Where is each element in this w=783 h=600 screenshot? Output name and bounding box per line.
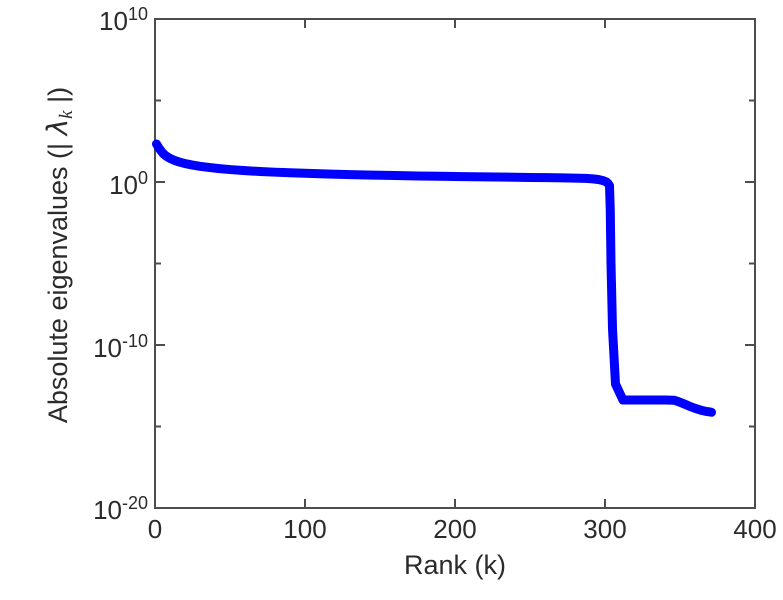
- y-tick-exponent: -10: [121, 331, 148, 351]
- axes-box: [154, 18, 756, 509]
- y-tick-label-1e0: 100: [109, 168, 148, 200]
- y-tick-label-1e-20: 10-20: [93, 493, 148, 525]
- x-axis-title: Rank (k): [403, 550, 506, 580]
- x-tick-label-300: 300: [583, 514, 627, 544]
- x-tick-label-0: 0: [147, 514, 163, 544]
- y-tick-label-1e-10: 10-10: [93, 331, 148, 363]
- y-tick-label-1e10: 1010: [99, 4, 148, 36]
- y-tick-exponent: 0: [137, 168, 148, 188]
- x-tick-label-400: 400: [733, 514, 777, 544]
- x-tick-label-100: 100: [283, 514, 327, 544]
- y-tick-exponent: 10: [127, 4, 148, 24]
- x-tick-label-200: 200: [433, 514, 477, 544]
- eigenvalue-curve: [152, 139, 716, 417]
- axis-ticks: [154, 18, 756, 509]
- y-tick-exponent: -20: [121, 493, 148, 513]
